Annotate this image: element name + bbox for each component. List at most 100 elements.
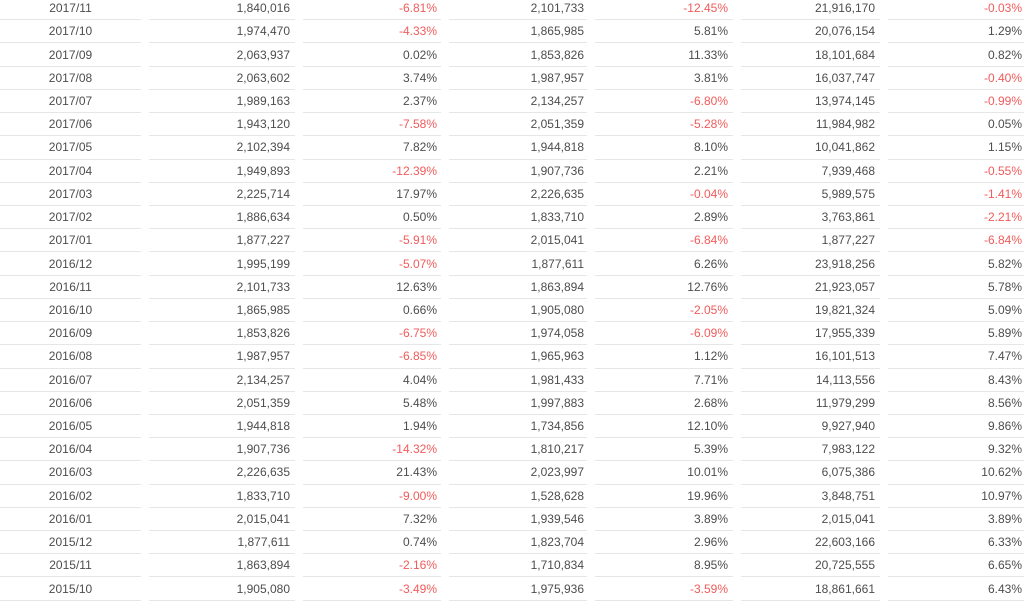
value-2-cell: 2,023,997 (449, 461, 587, 485)
value-3-cell: 2,015,041 (741, 508, 880, 532)
table-row: 2017/04 1,949,893 -12.39% 1,907,736 2.21… (0, 160, 1024, 183)
value-1-cell: 1,944,818 (149, 415, 295, 439)
change-2-percent-cell: 8.95% (595, 554, 733, 578)
value-2-cell: 1,974,058 (449, 322, 587, 346)
value-3-cell: 19,821,324 (741, 299, 880, 323)
change-2-percent-cell: -12.45% (595, 0, 733, 21)
value-2-cell: 1,528,628 (449, 485, 587, 508)
value-1-cell: 1,907,736 (149, 438, 295, 462)
change-3-percent-cell: 5.78% (888, 276, 1024, 299)
value-3-cell: 17,955,339 (741, 322, 880, 346)
table-row: 2016/09 1,853,826 -6.75% 1,974,058 -6.09… (0, 322, 1024, 346)
change-3-percent-cell: 3.89% (888, 508, 1024, 532)
table-row: 2017/07 1,989,163 2.37% 2,134,257 -6.80%… (0, 90, 1024, 114)
change-2-percent-cell: 6.26% (595, 252, 733, 276)
value-2-cell: 1,710,834 (449, 554, 587, 578)
table-row: 2016/12 1,995,199 -5.07% 1,877,611 6.26%… (0, 252, 1024, 276)
table-row: 2016/04 1,907,736 -14.32% 1,810,217 5.39… (0, 438, 1024, 462)
change-3-percent-cell: -1.41% (888, 183, 1024, 206)
value-1-cell: 2,101,733 (149, 276, 295, 299)
table-row: 2017/09 2,063,937 0.02% 1,853,826 11.33%… (0, 43, 1024, 67)
table-row: 2015/10 1,905,080 -3.49% 1,975,936 -3.59… (0, 577, 1024, 601)
change-1-percent-cell: 0.66% (303, 299, 441, 323)
value-3-cell: 3,763,861 (741, 206, 880, 230)
table-row: 2015/11 1,863,894 -2.16% 1,710,834 8.95%… (0, 554, 1024, 578)
change-1-percent-cell: 7.32% (303, 508, 441, 532)
table-row: 2017/02 1,886,634 0.50% 1,833,710 2.89% … (0, 206, 1024, 230)
date-cell: 2015/11 (0, 554, 141, 578)
change-2-percent-cell: 12.10% (595, 415, 733, 439)
table-row: 2017/03 2,225,714 17.97% 2,226,635 -0.04… (0, 183, 1024, 206)
value-2-cell: 1,877,611 (449, 252, 587, 276)
change-1-percent-cell: 0.50% (303, 206, 441, 230)
table-row: 2017/10 1,974,470 -4.33% 1,865,985 5.81%… (0, 20, 1024, 44)
change-2-percent-cell: 8.10% (595, 136, 733, 160)
value-2-cell: 1,853,826 (449, 43, 587, 67)
change-2-percent-cell: 1.12% (595, 345, 733, 369)
change-2-percent-cell: 10.01% (595, 461, 733, 485)
date-cell: 2017/01 (0, 229, 141, 253)
change-2-percent-cell: 19.96% (595, 485, 733, 508)
value-3-cell: 14,113,556 (741, 369, 880, 392)
change-1-percent-cell: 12.63% (303, 276, 441, 299)
value-2-cell: 1,944,818 (449, 136, 587, 160)
value-3-cell: 7,983,122 (741, 438, 880, 462)
change-2-percent-cell: 2.89% (595, 206, 733, 230)
value-1-cell: 2,225,714 (149, 183, 295, 206)
table-row: 2017/08 2,063,602 3.74% 1,987,957 3.81% … (0, 67, 1024, 90)
change-2-percent-cell: -5.28% (595, 113, 733, 137)
change-2-percent-cell: -2.05% (595, 299, 733, 323)
date-cell: 2016/07 (0, 369, 141, 392)
value-1-cell: 1,974,470 (149, 20, 295, 44)
value-3-cell: 1,877,227 (741, 229, 880, 253)
change-1-percent-cell: 5.48% (303, 392, 441, 415)
change-2-percent-cell: 2.96% (595, 531, 733, 555)
change-3-percent-cell: 5.09% (888, 299, 1024, 323)
value-1-cell: 2,226,635 (149, 461, 295, 485)
date-cell: 2016/11 (0, 276, 141, 299)
change-1-percent-cell: -9.00% (303, 485, 441, 508)
change-1-percent-cell: 3.74% (303, 67, 441, 90)
change-2-percent-cell: 7.71% (595, 369, 733, 392)
value-1-cell: 1,877,227 (149, 229, 295, 253)
value-3-cell: 18,101,684 (741, 43, 880, 67)
table-row: 2016/08 1,987,957 -6.85% 1,965,963 1.12%… (0, 345, 1024, 369)
date-cell: 2016/10 (0, 299, 141, 323)
table-row: 2016/03 2,226,635 21.43% 2,023,997 10.01… (0, 461, 1024, 485)
date-cell: 2017/10 (0, 20, 141, 44)
value-3-cell: 7,939,468 (741, 160, 880, 183)
change-3-percent-cell: 1.29% (888, 20, 1024, 44)
value-2-cell: 1,975,936 (449, 577, 587, 601)
value-3-cell: 21,916,170 (741, 0, 880, 21)
table-row: 2016/05 1,944,818 1.94% 1,734,856 12.10%… (0, 415, 1024, 439)
date-cell: 2016/09 (0, 322, 141, 346)
value-3-cell: 21,923,057 (741, 276, 880, 299)
date-cell: 2015/10 (0, 577, 141, 601)
change-3-percent-cell: 8.56% (888, 392, 1024, 415)
change-2-percent-cell: 11.33% (595, 43, 733, 67)
value-1-cell: 2,063,937 (149, 43, 295, 67)
change-3-percent-cell: 9.32% (888, 438, 1024, 462)
change-3-percent-cell: -0.55% (888, 160, 1024, 183)
change-3-percent-cell: 5.82% (888, 252, 1024, 276)
value-1-cell: 2,134,257 (149, 369, 295, 392)
value-2-cell: 2,015,041 (449, 229, 587, 253)
change-1-percent-cell: 4.04% (303, 369, 441, 392)
value-2-cell: 1,939,546 (449, 508, 587, 532)
date-cell: 2016/05 (0, 415, 141, 439)
value-3-cell: 9,927,940 (741, 415, 880, 439)
value-3-cell: 10,041,862 (741, 136, 880, 160)
value-3-cell: 11,984,982 (741, 113, 880, 137)
change-2-percent-cell: 12.76% (595, 276, 733, 299)
change-1-percent-cell: -5.91% (303, 229, 441, 253)
value-2-cell: 2,101,733 (449, 0, 587, 21)
change-1-percent-cell: -5.07% (303, 252, 441, 276)
table-row: 2017/05 2,102,394 7.82% 1,944,818 8.10% … (0, 136, 1024, 160)
value-1-cell: 2,102,394 (149, 136, 295, 160)
date-cell: 2017/09 (0, 43, 141, 67)
table-row: 2016/02 1,833,710 -9.00% 1,528,628 19.96… (0, 485, 1024, 508)
value-1-cell: 2,015,041 (149, 508, 295, 532)
date-cell: 2017/06 (0, 113, 141, 137)
value-2-cell: 1,997,883 (449, 392, 587, 415)
